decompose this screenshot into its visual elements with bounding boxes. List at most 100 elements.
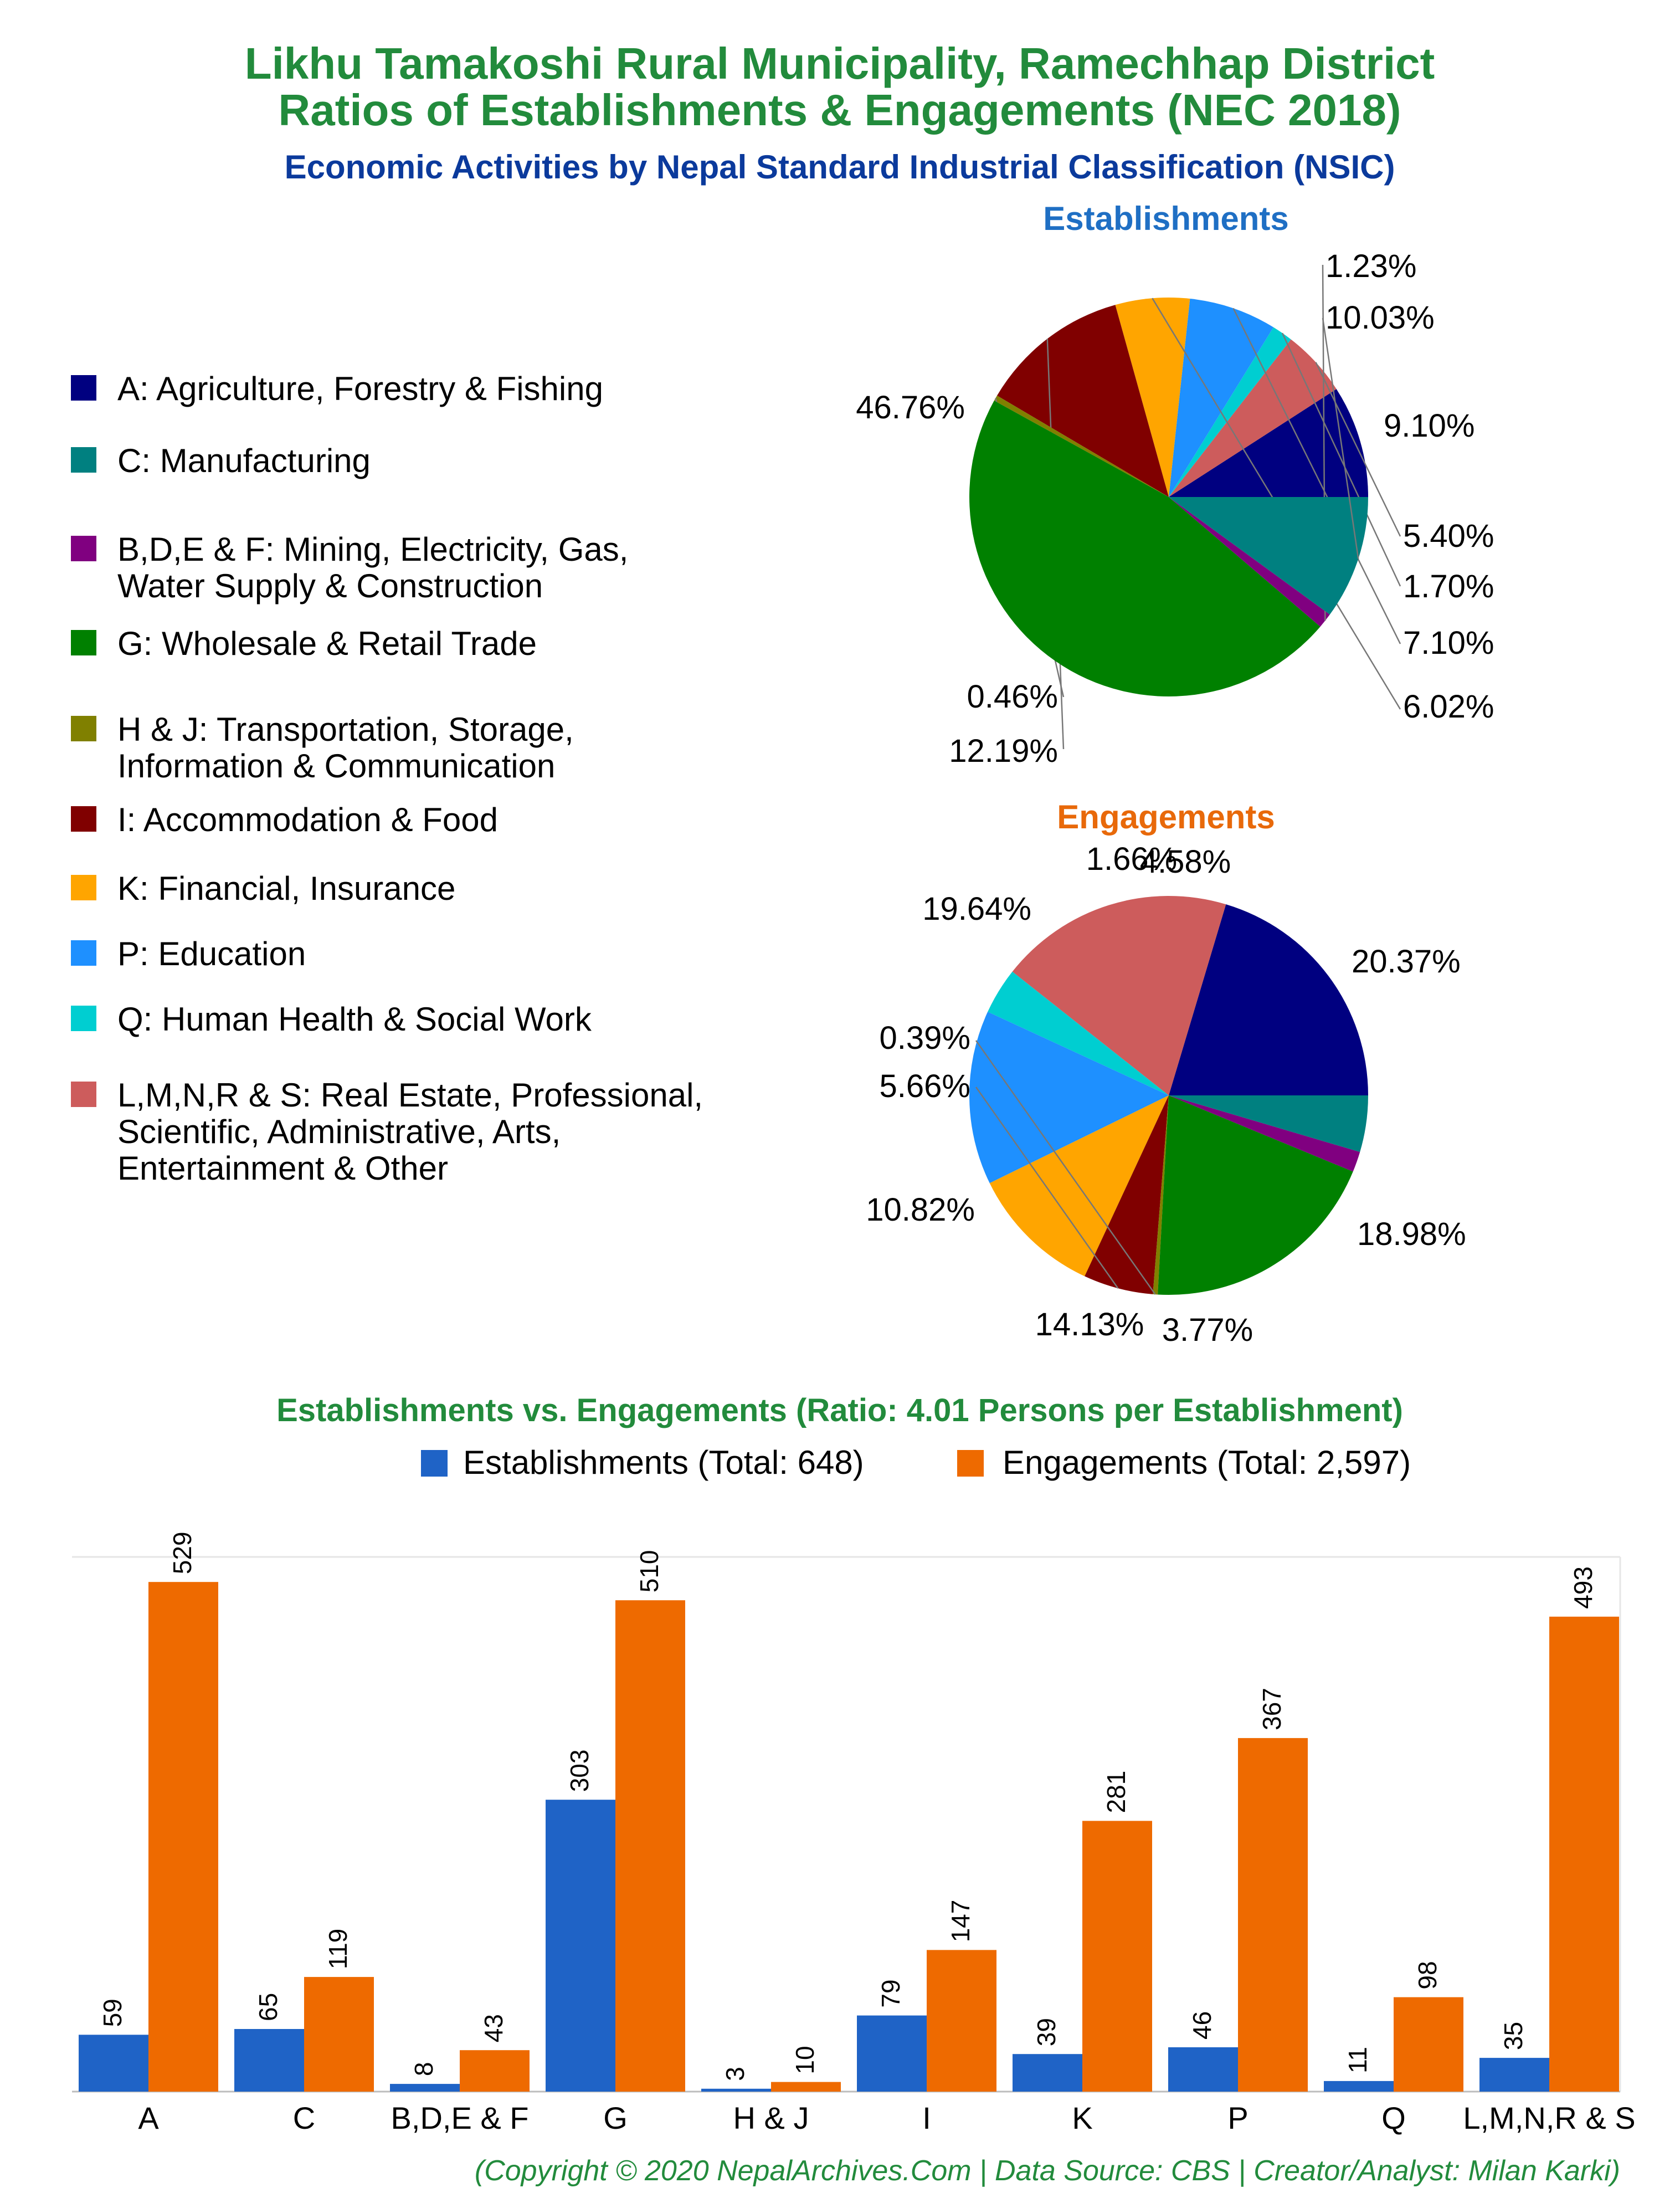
engagements-pie-title: Engagements — [1057, 798, 1275, 836]
legend-label: H & J: Transportation, Storage, — [117, 711, 574, 748]
engagements-bar-l-m-n-r-s — [1549, 1616, 1619, 2092]
legend-item-5: I: Accommodation & Food — [71, 801, 498, 838]
establishments-pie-label-h-j: 0.46% — [967, 679, 1058, 715]
engagements-pie-label-c: 4.58% — [1140, 844, 1231, 880]
establishments-bar-a — [79, 2035, 148, 2092]
engagements-pie-label-p: 14.13% — [1035, 1306, 1144, 1343]
establishments-pie-slice-a — [1169, 389, 1369, 497]
establishments-pie-label-i: 12.19% — [949, 733, 1058, 769]
engagements-bar-q — [1394, 1997, 1463, 2092]
engagements-value-label-k: 281 — [1102, 1771, 1131, 1813]
engagements-value-label-l-m-n-r-s: 493 — [1569, 1566, 1597, 1609]
bar-legend-label-engagements: Engagements (Total: 2,597) — [1003, 1444, 1411, 1481]
legend-label: Information & Communication — [117, 747, 555, 785]
legend-swatch — [71, 875, 96, 900]
bar-group-p: 46 367 P — [1168, 1688, 1308, 2135]
x-tick-label-b-d-e-f: B,D,E & F — [391, 2100, 529, 2135]
establishments-pie-leader-l-m-n-r-s — [1315, 362, 1401, 537]
bar-legend-label-establishments: Establishments (Total: 648) — [463, 1444, 864, 1481]
legend-swatch — [71, 1006, 96, 1031]
legend-label: Water Supply & Construction — [117, 567, 543, 604]
bar-group-c: 65 119 C — [234, 1929, 374, 2135]
establishments-pie-slice-c — [1169, 497, 1368, 615]
legend-swatch — [71, 630, 96, 655]
engagements-pie-label-l-m-n-r-s: 18.98% — [1357, 1216, 1466, 1252]
legend-item-8: Q: Human Health & Social Work — [71, 1001, 592, 1038]
bar-legend: Establishments (Total: 648) Engagements … — [421, 1444, 1411, 1481]
main-title-line1: Likhu Tamakoshi Rural Municipality, Rame… — [245, 39, 1435, 88]
legend-swatch — [71, 1082, 96, 1107]
bar-group-h-j: 3 10 H & J — [701, 2046, 841, 2135]
x-tick-label-l-m-n-r-s: L,M,N,R & S — [1463, 2100, 1635, 2135]
legend-label: K: Financial, Insurance — [117, 870, 455, 907]
legend-item-0: A: Agriculture, Forestry & Fishing — [71, 370, 603, 407]
establishments-bar-l-m-n-r-s — [1479, 2058, 1549, 2092]
engagements-pie-label-b-d-e-f: 1.66% — [1086, 841, 1177, 877]
establishments-value-label-i: 79 — [876, 1979, 905, 2007]
legend-item-6: K: Financial, Insurance — [71, 870, 455, 907]
legend-swatch — [71, 536, 96, 561]
legend-swatch — [71, 375, 96, 401]
bar-group-k: 39 281 K — [1013, 1771, 1152, 2135]
establishments-pie-label-k: 6.02% — [1403, 689, 1494, 725]
bar-group-g: 303 510 G — [546, 1550, 685, 2135]
establishments-pie-leader-q — [1281, 332, 1401, 587]
engagements-value-label-q: 98 — [1413, 1961, 1442, 1989]
establishments-value-label-h-j: 3 — [721, 2067, 749, 2081]
x-tick-label-k: K — [1072, 2100, 1092, 2135]
establishments-bar-q — [1324, 2081, 1394, 2092]
legend-label: C: Manufacturing — [117, 442, 371, 479]
establishments-pie-leader-p — [1232, 308, 1401, 644]
establishments-value-label-c: 65 — [254, 1993, 282, 2021]
establishments-value-label-b-d-e-f: 8 — [409, 2062, 438, 2076]
engagements-pie-label-q: 3.77% — [1162, 1312, 1253, 1348]
legend-swatch — [71, 447, 96, 473]
establishments-bar-k — [1013, 2054, 1082, 2092]
establishments-pie-leader-c — [1322, 317, 1359, 559]
footer-credit: (Copyright © 2020 NepalArchives.Com | Da… — [475, 2155, 1620, 2187]
establishments-bar-b-d-e-f — [390, 2084, 460, 2092]
establishments-value-label-g: 303 — [565, 1749, 594, 1792]
legend-swatch — [71, 940, 96, 966]
legend-item-7: P: Education — [71, 935, 306, 972]
bar-group-l-m-n-r-s: 35 493 L,M,N,R & S — [1463, 1566, 1635, 2135]
establishments-pie-label-a: 9.10% — [1384, 408, 1475, 444]
establishments-pie-label-b-d-e-f: 1.23% — [1325, 248, 1416, 284]
bar-group-q: 11 98 Q — [1324, 1961, 1463, 2135]
legend-label: G: Wholesale & Retail Trade — [117, 625, 537, 662]
establishments-value-label-k: 39 — [1032, 2018, 1061, 2046]
engagements-pie-slice-b-d-e-f — [1169, 1095, 1360, 1172]
legend-label: P: Education — [117, 935, 306, 972]
engagements-bar-k — [1082, 1821, 1152, 2092]
legend-label: A: Agriculture, Forestry & Fishing — [117, 370, 603, 407]
establishments-bar-h-j — [701, 2088, 771, 2092]
legend-label: Q: Human Health & Social Work — [117, 1001, 592, 1038]
x-tick-label-g: G — [603, 2100, 628, 2135]
engagements-pie-leader-i — [975, 1087, 1119, 1289]
establishments-bar-c — [234, 2029, 304, 2092]
legend-item-3: G: Wholesale & Retail Trade — [71, 625, 537, 662]
engagements-bar-b-d-e-f — [460, 2050, 530, 2092]
establishments-value-label-p: 46 — [1188, 2011, 1216, 2040]
engagements-pie: 20.37% 18.98% 3.77% 14.13% 10.82% 5.66% 0.39% 1… — [866, 841, 1466, 1348]
engagements-bar-g — [615, 1600, 685, 2092]
engagements-pie-slice-a — [1169, 904, 1368, 1095]
engagements-value-label-c: 119 — [323, 1929, 352, 1969]
legend-item-1: C: Manufacturing — [71, 442, 371, 479]
legend-swatch — [71, 716, 96, 741]
establishments-bar-i — [857, 2015, 927, 2092]
engagements-pie-slice-p — [969, 1012, 1169, 1183]
legend-item-9: L,M,N,R & S: Real Estate, Professional,S… — [71, 1077, 703, 1187]
engagements-pie-label-g: 19.64% — [922, 891, 1031, 927]
establishments-pie-slice-p — [1169, 299, 1274, 497]
establishments-pie-slice-i — [996, 305, 1169, 497]
engagements-pie-label-h-j: 0.39% — [880, 1020, 970, 1056]
engagements-value-label-p: 367 — [1257, 1688, 1286, 1730]
x-tick-label-c: C — [293, 2100, 315, 2135]
legend-item-4: H & J: Transportation, Storage,Informati… — [71, 711, 574, 785]
engagements-pie-slice-c — [1169, 1095, 1368, 1152]
bar-chart: 59 529 A 65 119 C 8 43 B,D,E & F 303 510 G 3 10 H & J 7… — [79, 1531, 1636, 2135]
engagements-bar-c — [304, 1977, 374, 2092]
bar-group-b-d-e-f: 8 43 B,D,E & F — [390, 2014, 530, 2135]
